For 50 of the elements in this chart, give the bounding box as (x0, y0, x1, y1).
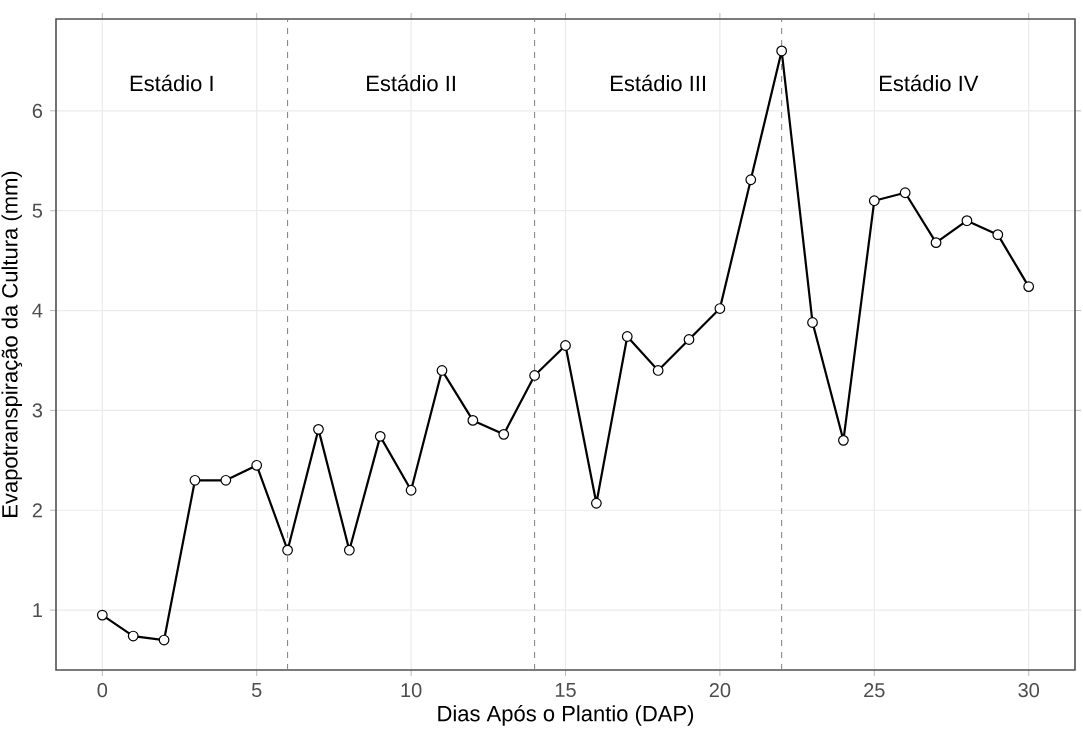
x-tick-label: 25 (864, 683, 885, 698)
point (930, 237, 942, 249)
x-axis-title: Dias Após o Plantio (DAP) (438, 704, 694, 726)
point (652, 365, 664, 376)
x-tick-label: 20 (709, 683, 731, 698)
y-tick-label: 3 (32, 403, 43, 418)
point (776, 45, 788, 57)
point (343, 544, 355, 556)
point (127, 630, 139, 642)
point (189, 474, 201, 486)
point (96, 609, 108, 621)
point (992, 229, 1004, 241)
point (313, 423, 324, 435)
y-tick-label: 6 (32, 103, 43, 118)
point (590, 497, 602, 509)
x-tick-label: 5 (251, 683, 262, 698)
point (158, 634, 170, 646)
point (251, 459, 263, 471)
point (374, 430, 386, 442)
annotation: Estádio I (130, 74, 213, 92)
point (899, 187, 911, 199)
point (220, 474, 232, 486)
point (961, 215, 973, 227)
x-tick-label: 10 (401, 683, 422, 698)
annotation: Estádio II (367, 74, 455, 92)
y-tick-label: 4 (32, 303, 43, 318)
point (529, 370, 541, 381)
y-tick-label: 2 (32, 503, 42, 518)
point (282, 544, 293, 556)
point (868, 195, 880, 207)
annotation: Estádio III (611, 74, 705, 92)
y-tick-label: 5 (32, 203, 43, 218)
y-tick-label: 1 (33, 603, 42, 617)
point (838, 434, 849, 446)
point (621, 331, 633, 342)
point (683, 334, 695, 345)
point (714, 303, 726, 314)
x-tick-label: 15 (555, 683, 576, 698)
point (467, 414, 479, 426)
point (405, 484, 417, 496)
y-axis-title: Evapotranspiração da Cultura (mm) (1, 171, 23, 517)
point (498, 428, 510, 440)
point (807, 317, 818, 328)
point (436, 365, 448, 376)
point (1023, 281, 1035, 292)
point (745, 174, 757, 186)
point (560, 340, 571, 351)
x-tick-label: 0 (97, 683, 108, 698)
annotation: Estádio IV (880, 74, 979, 92)
x-tick-label: 30 (1018, 683, 1040, 698)
